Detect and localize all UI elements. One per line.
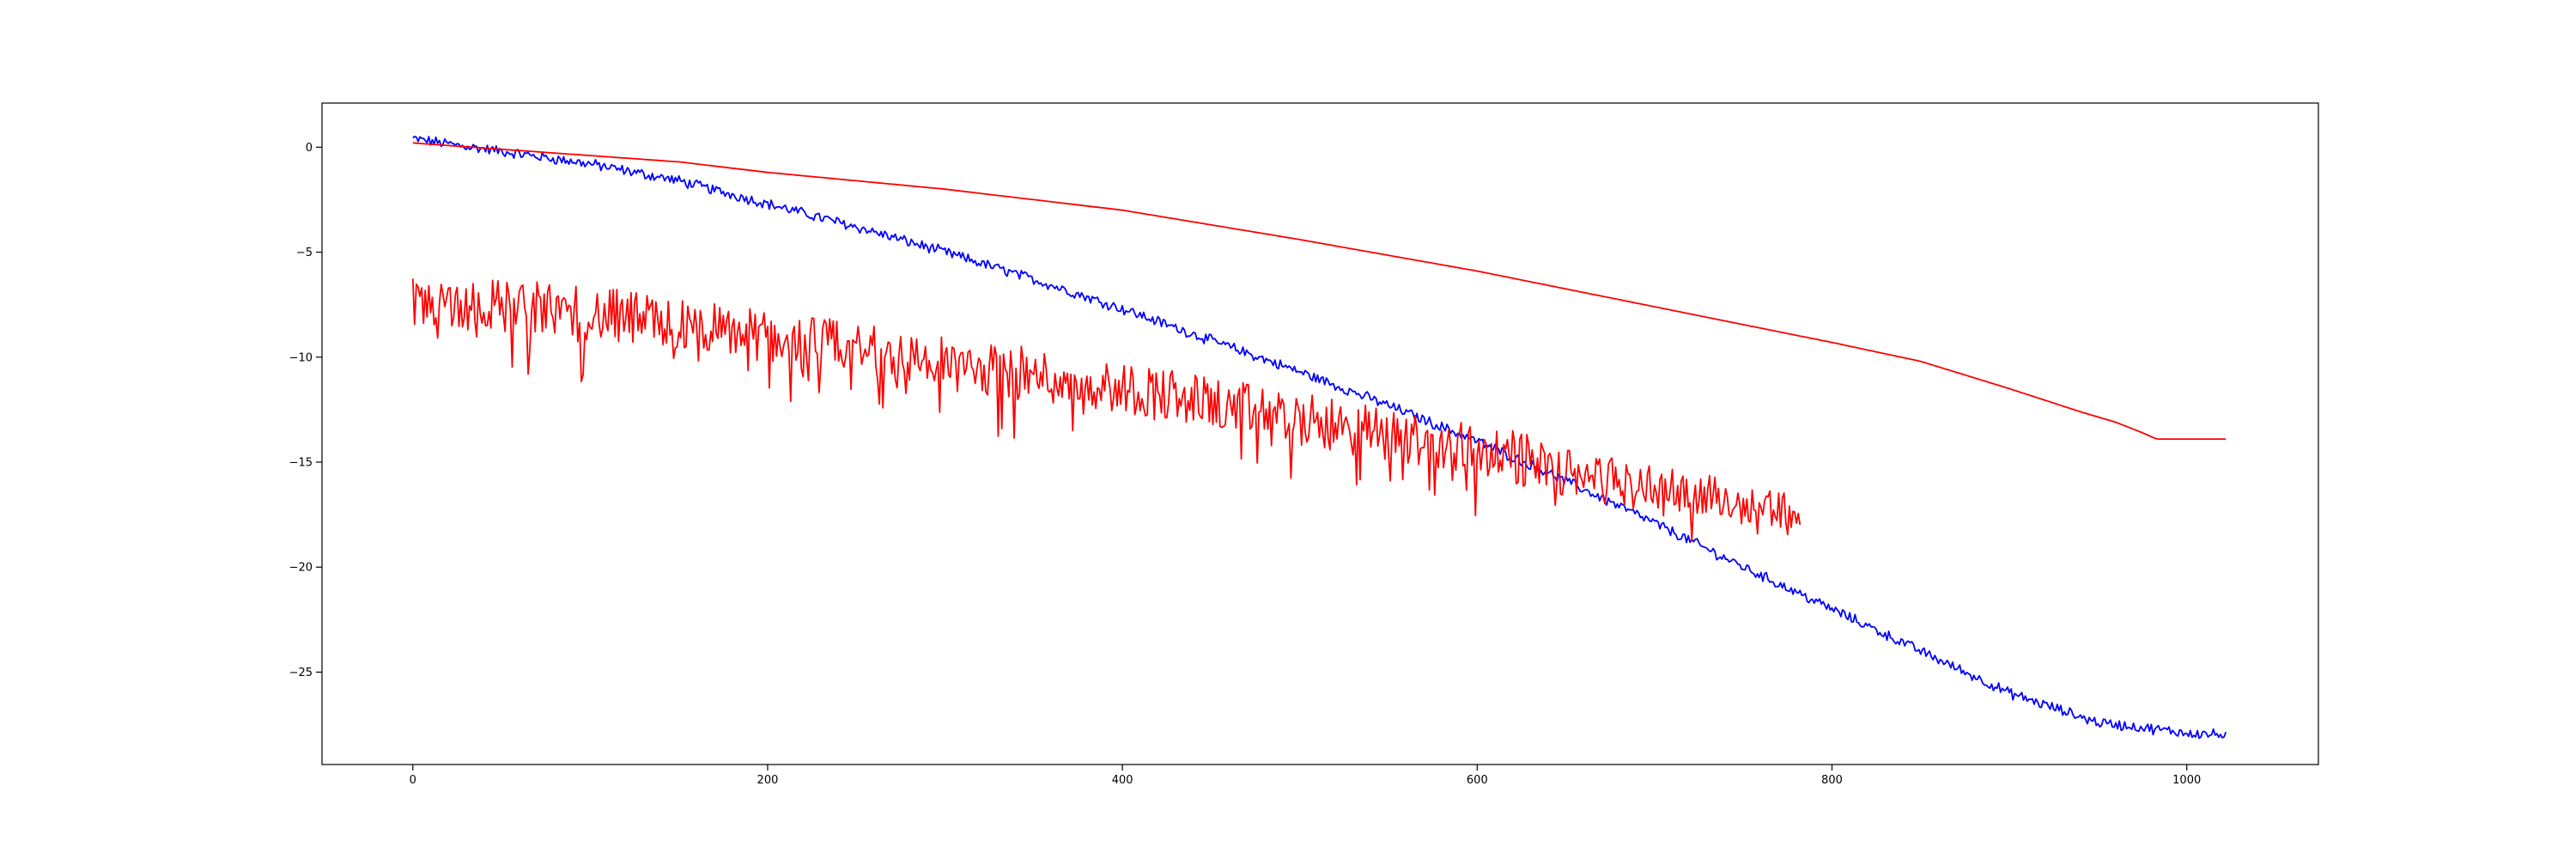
plot-area-frame [321, 102, 2319, 765]
x-axis: 0 200 400 600 800 1000 [410, 765, 2201, 787]
y-tick-label: −15 [289, 457, 313, 470]
x-tick-label: 0 [410, 774, 416, 787]
y-tick-label: −10 [289, 351, 313, 364]
y-tick-label: −5 [296, 247, 313, 259]
y-tick-label: −20 [289, 562, 313, 575]
x-tick-label: 400 [1112, 774, 1133, 787]
x-tick-label: 200 [757, 774, 779, 787]
y-tick-label: 0 [306, 142, 313, 155]
y-axis: 0 −5 −10 −15 −20 −25 [289, 142, 322, 679]
series-line-1 [412, 135, 2227, 740]
x-tick-label: 800 [1821, 774, 1843, 787]
x-tick-label: 1000 [2172, 774, 2201, 787]
series-layer [411, 135, 2227, 740]
series-line-3 [411, 278, 1801, 542]
y-tick-label: −25 [289, 667, 313, 679]
x-tick-label: 600 [1467, 774, 1488, 787]
series-line-2 [412, 142, 2227, 440]
